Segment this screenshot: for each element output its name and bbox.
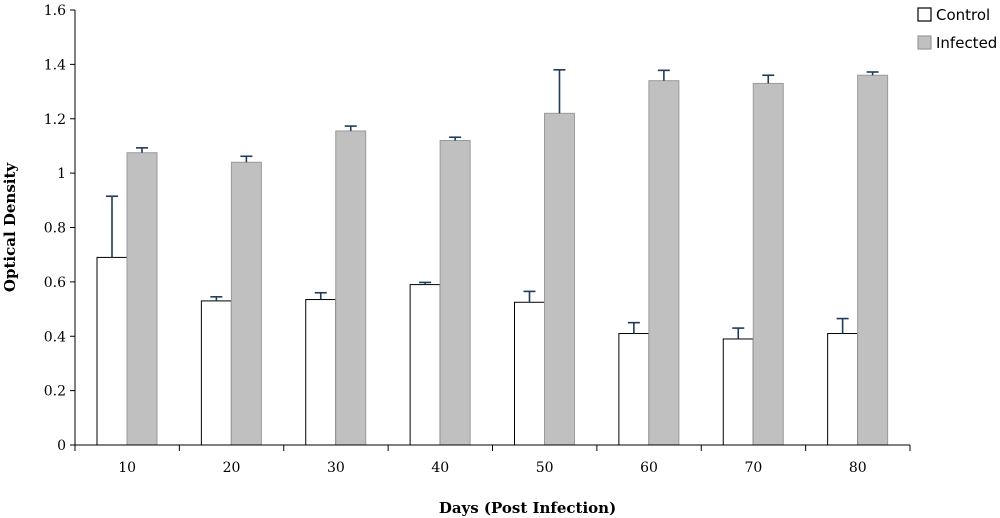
error-bar bbox=[836, 317, 849, 334]
bar-control bbox=[96, 256, 128, 446]
error-bar bbox=[866, 71, 879, 76]
legend-label: Control bbox=[936, 6, 990, 24]
bar-infected bbox=[544, 112, 575, 446]
bars-layer bbox=[96, 74, 889, 446]
y-tick-label: 1 bbox=[57, 166, 66, 182]
error-bar bbox=[762, 74, 775, 84]
bar-control bbox=[305, 299, 337, 446]
legend-item-infected: Infected bbox=[917, 34, 997, 52]
error-bar bbox=[523, 290, 536, 303]
bar-infected bbox=[648, 80, 680, 446]
bar-infected bbox=[752, 82, 784, 446]
bar-control bbox=[722, 338, 754, 446]
bar-infected bbox=[230, 161, 262, 446]
bar-infected bbox=[857, 74, 889, 446]
x-tick-label: 20 bbox=[223, 460, 241, 476]
x-tick-label: 70 bbox=[745, 460, 763, 476]
bar-infected bbox=[126, 152, 158, 446]
error-bar bbox=[657, 69, 670, 81]
y-tick-label: 1.6 bbox=[44, 3, 66, 19]
y-tick-label: 0.4 bbox=[44, 329, 66, 345]
x-ticks: 10 20 30 40 50 60 70 80 bbox=[74, 445, 911, 476]
y-tick-label: 1.2 bbox=[44, 112, 66, 128]
error-bar bbox=[136, 147, 148, 153]
error-bar bbox=[314, 291, 327, 300]
y-axis-title: Optical Density bbox=[1, 162, 19, 292]
legend-label: Infected bbox=[936, 34, 997, 52]
y-tick-label: 0.6 bbox=[44, 275, 66, 291]
error-bar bbox=[240, 155, 253, 163]
x-tick-label: 60 bbox=[640, 460, 658, 476]
error-bar bbox=[210, 296, 223, 301]
error-bar bbox=[732, 327, 745, 339]
y-ticks: 0 0.2 0.4 0.6 0.8 1 1.2 1.4 1.6 bbox=[44, 3, 75, 454]
axes-layer bbox=[74, 10, 910, 446]
legend-swatch bbox=[917, 35, 932, 50]
y-tick-label: 0.2 bbox=[44, 384, 66, 400]
bar-control bbox=[409, 284, 441, 446]
bar-control bbox=[618, 333, 650, 446]
error-bar bbox=[419, 281, 432, 285]
legend-item-control: Control bbox=[917, 6, 990, 24]
error-bar bbox=[344, 125, 357, 131]
error-bar bbox=[553, 69, 566, 114]
y-tick-label: 0 bbox=[57, 438, 66, 454]
error-bar bbox=[449, 136, 462, 141]
x-tick-label: 50 bbox=[536, 460, 554, 476]
x-tick-label: 10 bbox=[118, 460, 136, 476]
bar-control bbox=[827, 333, 859, 446]
legend: Control Infected bbox=[917, 6, 997, 52]
x-tick-label: 30 bbox=[327, 460, 345, 476]
error-bar bbox=[627, 321, 640, 334]
x-axis-title: Days (Post Infection) bbox=[439, 499, 616, 517]
x-tick-label: 40 bbox=[431, 460, 449, 476]
y-tick-label: 1.4 bbox=[44, 57, 66, 73]
y-tick-label: 0.8 bbox=[44, 221, 66, 237]
error-bar bbox=[106, 195, 118, 258]
bar-infected bbox=[335, 130, 367, 446]
bar-control bbox=[514, 301, 545, 446]
bar-control bbox=[200, 300, 232, 446]
x-tick-label: 80 bbox=[849, 460, 867, 476]
bar-infected bbox=[439, 140, 471, 446]
error-bars-layer bbox=[106, 69, 879, 339]
legend-swatch bbox=[917, 7, 932, 22]
